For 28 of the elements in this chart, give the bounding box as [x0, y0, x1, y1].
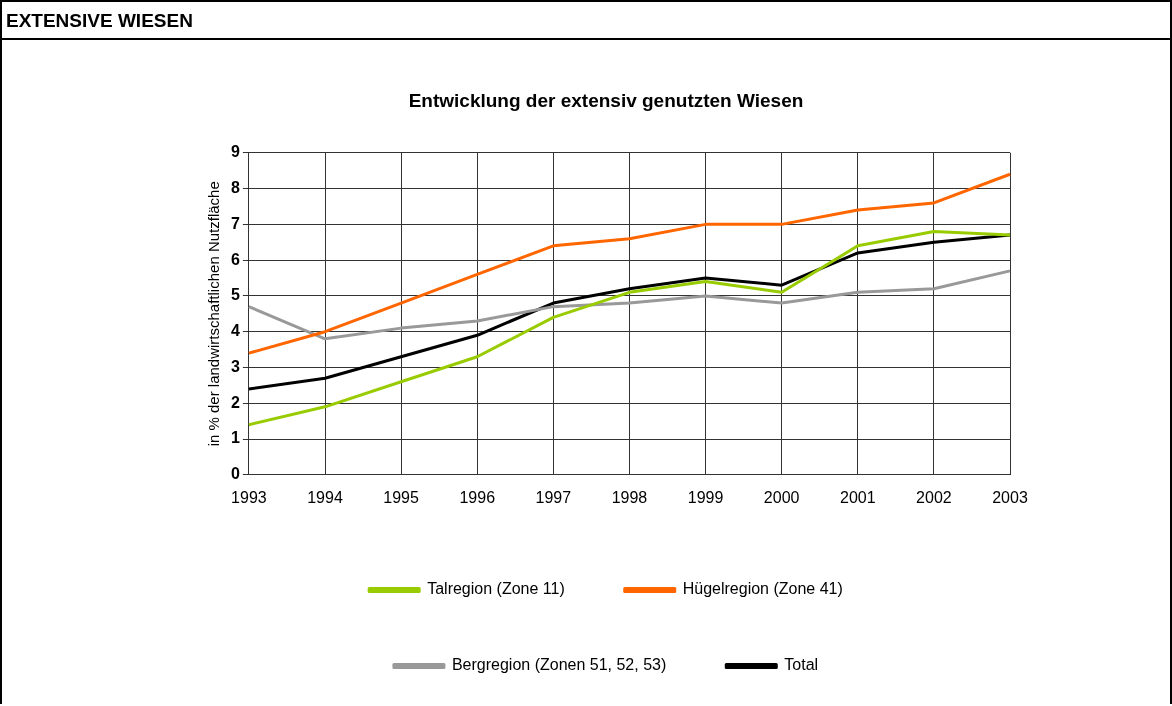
legend-label: Total [784, 656, 819, 674]
y-tick-label: 6 [230, 250, 240, 268]
y-tick-label: 9 [230, 143, 240, 161]
y-tick-label: 5 [230, 286, 240, 304]
y-tick-label: 4 [230, 322, 240, 340]
y-tick-label: 8 [230, 178, 240, 196]
x-tick-label: 1994 [307, 488, 343, 506]
legend-label: Bergregion (Zonen 51, 52, 53) [451, 656, 667, 674]
x-tick-label: 1998 [611, 488, 648, 506]
text: EXTENSIVE WIESEN [6, 10, 193, 31]
legend-label: Hügelregion (Zone 41) [682, 580, 843, 598]
y-tick-label: 3 [230, 357, 240, 375]
chart-title: Entwicklung der extensiv genutzten Wiesen [408, 89, 804, 111]
y-axis-title: in % der landwirtschaftlichen Nutzfläche [205, 181, 223, 447]
y-tick-label: 2 [230, 393, 240, 411]
y-tick-label: 0 [230, 465, 240, 483]
x-tick-label: 2003 [992, 488, 1028, 506]
x-tick-label: 2001 [839, 488, 876, 506]
legend-label: Talregion (Zone 11) [427, 580, 565, 598]
x-tick-label: 2002 [916, 488, 952, 506]
y-tick-label: 1 [230, 429, 240, 447]
x-tick-label: 1997 [535, 488, 572, 506]
x-tick-label: 1993 [231, 488, 267, 506]
x-tick-label: 1996 [459, 488, 496, 506]
x-tick-label: 2000 [763, 488, 800, 506]
x-tick-label: 1999 [687, 488, 724, 506]
y-tick-label: 7 [230, 214, 240, 232]
x-tick-label: 1995 [383, 488, 420, 506]
